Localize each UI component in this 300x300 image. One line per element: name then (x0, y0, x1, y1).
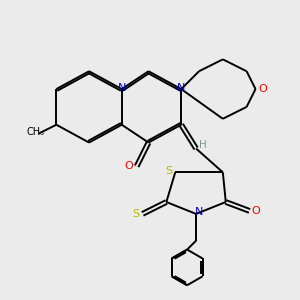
Text: H: H (199, 140, 206, 150)
Text: O: O (125, 161, 134, 171)
Text: S: S (165, 166, 172, 176)
Text: N: N (195, 207, 203, 218)
Text: CH₃: CH₃ (26, 127, 45, 137)
Text: S: S (133, 209, 140, 219)
Text: O: O (252, 206, 260, 216)
Text: O: O (259, 84, 267, 94)
Text: N: N (118, 82, 126, 93)
Text: N: N (177, 82, 185, 93)
